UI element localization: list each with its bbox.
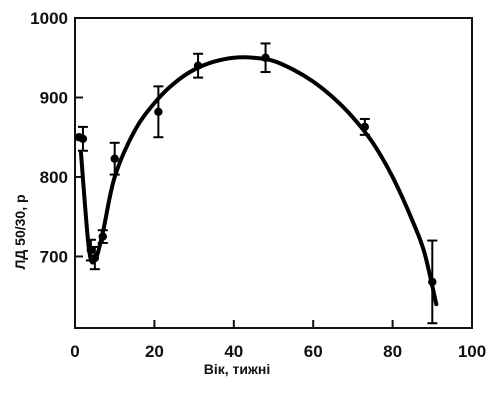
- x-tick-label: 20: [145, 342, 164, 361]
- x-tick-label: 40: [224, 342, 243, 361]
- data-point: [154, 107, 163, 116]
- data-point: [428, 277, 437, 287]
- fit-curve-line: [79, 55, 439, 307]
- data-point: [261, 53, 270, 62]
- axis-tick-labels: 0 20 40 60 80 100 700 800 900 1000: [30, 9, 486, 361]
- data-point: [193, 61, 203, 70]
- data-point: [110, 154, 119, 163]
- x-tick-label: 100: [458, 342, 486, 361]
- error-bars: [77, 42, 438, 325]
- x-tick-label: 80: [383, 342, 402, 361]
- y-axis-title: ЛД 50/30, р: [12, 194, 28, 269]
- data-point: [360, 122, 370, 132]
- y-tick-label: 700: [40, 247, 68, 266]
- data-point: [98, 232, 107, 241]
- axis-ticks: [74, 17, 473, 328]
- y-tick-label: 900: [40, 88, 68, 107]
- y-tick-label: 800: [40, 168, 68, 187]
- data-points: [74, 53, 437, 287]
- x-tick-label: 60: [304, 342, 323, 361]
- y-tick-label: 1000: [30, 9, 68, 28]
- data-point: [78, 134, 88, 144]
- data-point: [90, 253, 100, 263]
- plot-frame: [74, 17, 473, 329]
- x-tick-label: 0: [70, 342, 79, 361]
- x-axis-title: Вік, тижні: [204, 361, 271, 377]
- data-point: [86, 245, 96, 255]
